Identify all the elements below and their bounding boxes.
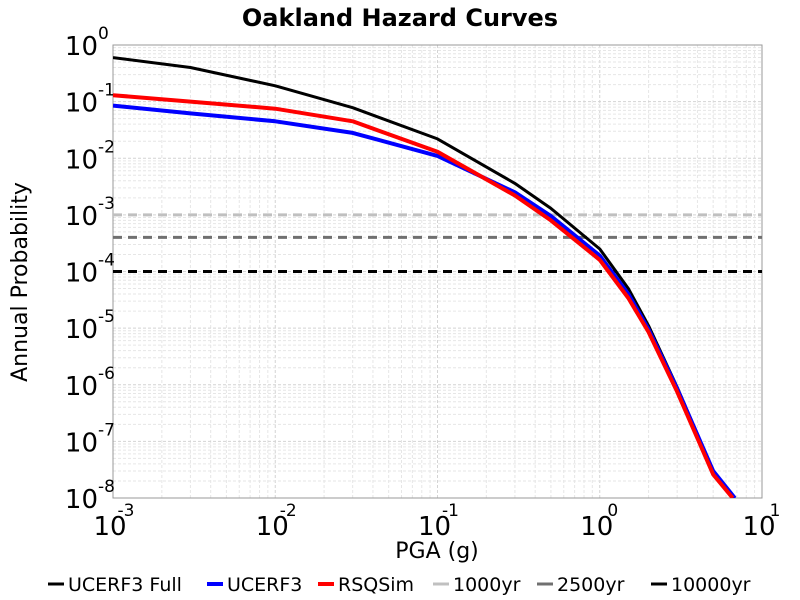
x-tick-label: 101 xyxy=(742,501,780,542)
legend-item: UCERF3 Full xyxy=(48,574,182,596)
x-tick-label: 100 xyxy=(580,501,618,542)
y-tick-label: 10 -7 xyxy=(65,420,115,458)
y-tick-label: 10 -6 xyxy=(65,364,115,402)
x-tick-base: 10 xyxy=(418,512,451,542)
legend-item: RSQSim xyxy=(318,574,414,596)
y-tick-label: 10 -5 xyxy=(65,307,115,345)
legend-label: 1000yr xyxy=(453,574,521,596)
y-tick-exponent: 0 xyxy=(98,24,109,44)
legend-label: 2500yr xyxy=(557,574,625,596)
x-tick-base: 10 xyxy=(742,512,775,542)
y-tick-base: 10 xyxy=(65,202,98,232)
y-tick-exponent: -2 xyxy=(98,137,115,157)
y-tick-exponent: -6 xyxy=(98,364,115,384)
y-tick-base: 10 xyxy=(65,485,98,515)
y-tick-label: 10 -4 xyxy=(65,251,115,289)
legend-label: UCERF3 Full xyxy=(68,574,182,596)
series xyxy=(113,56,762,498)
y-tick-label: 10 -8 xyxy=(65,477,115,515)
x-tick-exponent: 0 xyxy=(607,501,618,521)
y-tick-base: 10 xyxy=(65,145,98,175)
y-tick-base: 10 xyxy=(65,89,98,119)
x-tick-base: 10 xyxy=(93,512,126,542)
y-tick-exponent: -1 xyxy=(98,81,115,101)
x-tick-base: 10 xyxy=(580,512,613,542)
x-tick-exponent: 1 xyxy=(770,501,781,521)
legend-label: UCERF3 xyxy=(227,574,302,596)
y-tick-exponent: -7 xyxy=(98,420,115,440)
legend-item: 1000yr xyxy=(433,574,521,596)
legend-item: 2500yr xyxy=(537,574,625,596)
y-tick-base: 10 xyxy=(65,428,98,458)
x-tick-exponent: -2 xyxy=(280,501,297,521)
y-tick-label: 10 -2 xyxy=(65,137,115,175)
x-tick-label: 10-2 xyxy=(256,501,297,542)
y-tick-exponent: -8 xyxy=(98,477,115,497)
y-tick-base: 10 xyxy=(65,259,98,289)
y-tick-base: 10 xyxy=(65,32,98,62)
y-tick-exponent: -4 xyxy=(98,251,115,271)
y-tick-exponent: -5 xyxy=(98,307,115,327)
y-tick-label: 10 -1 xyxy=(65,81,115,119)
y-axis-label: Annual Probability xyxy=(8,182,33,382)
legend-item: UCERF3 xyxy=(207,574,302,596)
y-tick-label: 10 -3 xyxy=(65,194,115,232)
legend: UCERF3 Full UCERF3 RSQSim 1000yr 2500yr 10000… xyxy=(48,574,751,596)
x-tick-exponent: -3 xyxy=(118,501,135,521)
x-tick-base: 10 xyxy=(256,512,289,542)
chart-title: Oakland Hazard Curves xyxy=(242,4,558,32)
series-line-ucerf3 xyxy=(113,103,737,498)
y-tick-exponent: -3 xyxy=(98,194,115,214)
series-line-rsqsim xyxy=(113,93,735,498)
legend-item: 10000yr xyxy=(651,574,751,596)
x-tick-label: 10-1 xyxy=(418,501,459,542)
legend-label: RSQSim xyxy=(338,574,414,596)
y-tick-label: 10 0 xyxy=(65,24,109,62)
x-axis-label: PGA (g) xyxy=(395,539,479,564)
x-tick-label: 10-3 xyxy=(93,501,134,542)
x-tick-exponent: -1 xyxy=(442,501,459,521)
legend-label: 10000yr xyxy=(671,574,751,596)
y-tick-base: 10 xyxy=(65,315,98,345)
y-tick-base: 10 xyxy=(65,372,98,402)
